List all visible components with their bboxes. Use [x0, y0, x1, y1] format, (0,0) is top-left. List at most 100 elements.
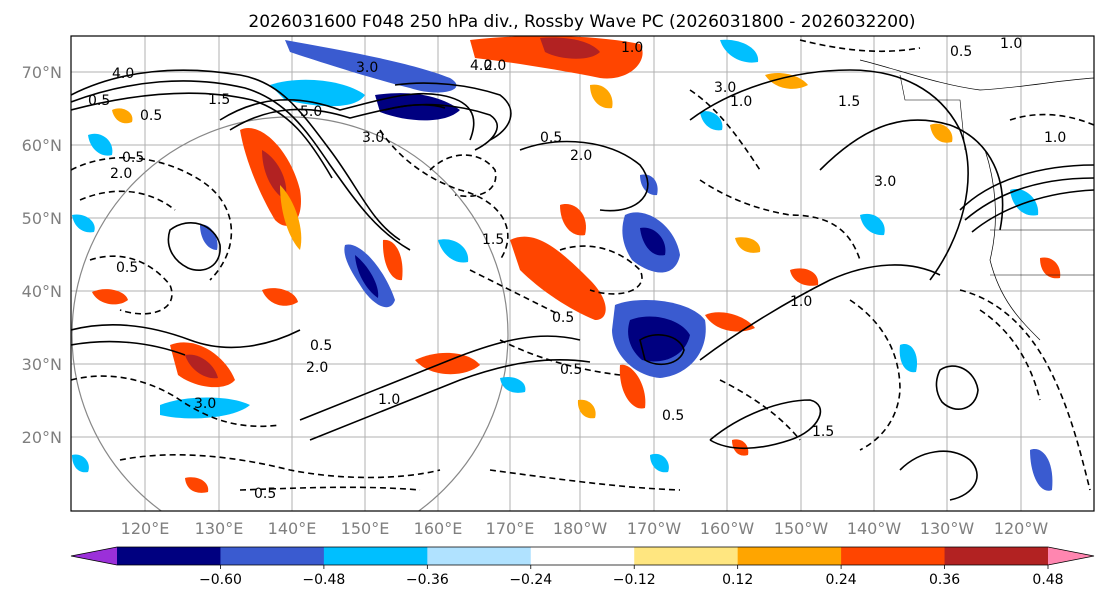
- colorbar-outline: [70, 546, 1095, 566]
- contour-label: 0.5: [140, 108, 162, 124]
- lon-label: 120°E: [121, 519, 170, 538]
- positive-patch: [590, 84, 613, 109]
- contour-label: 3.0: [194, 396, 216, 412]
- negative-patch: [285, 40, 457, 93]
- contour-label: 1.0: [730, 94, 752, 110]
- contour-label: 3.0: [874, 174, 896, 190]
- colorbar-label: 0.24: [826, 572, 857, 588]
- contour-label: 1.5: [208, 92, 230, 108]
- negative-patch: [1030, 449, 1053, 491]
- contour-label: 0.5: [88, 93, 110, 109]
- contour-label: 1.0: [1000, 36, 1022, 52]
- lon-label: 130°W: [920, 519, 975, 538]
- negative-patch: [700, 111, 723, 131]
- colorbar-label: −0.12: [613, 572, 656, 588]
- positive-patch: [262, 288, 298, 306]
- contour-line-negative: [489, 469, 681, 491]
- negative-patch: [88, 133, 113, 156]
- colorbar-extend-min: [71, 547, 117, 565]
- contour-line-negative: [469, 269, 561, 316]
- lon-label: 160°W: [700, 519, 755, 538]
- reference-circle: [71, 116, 509, 511]
- positive-patch: [185, 477, 209, 493]
- lon-axis: 120°E 130°E 140°E 150°E 160°E 170°E 180°…: [121, 519, 1049, 538]
- colorbar: −0.60 −0.48 −0.36 −0.24 −0.12 0.12 0.24 0.36 0.4…: [70, 546, 1095, 588]
- contour-line-negative: [71, 156, 233, 281]
- contour-line: [699, 264, 941, 361]
- contour-line: [819, 119, 1004, 231]
- contour-line: [959, 164, 1094, 211]
- contour-line: [964, 177, 1094, 221]
- contour-line-negative: [239, 486, 421, 491]
- positive-patch: [92, 289, 128, 305]
- contour-line: [384, 103, 498, 151]
- positive-patch: [765, 73, 808, 89]
- contour-line-negative: [699, 179, 861, 261]
- contour-label: 5.0: [300, 104, 322, 120]
- coastlines: [859, 59, 1094, 341]
- contour-labels: 4.0 1.0 0.5 3.0 1.5 5.0 2.0 0.5 1.0 3.0 …: [88, 36, 1066, 502]
- contour-line: [899, 450, 978, 501]
- negative-patch: [1010, 189, 1039, 216]
- contour-label: 0.5: [116, 260, 138, 276]
- positive-patch: [790, 268, 819, 286]
- contour-label: 0.5: [540, 130, 562, 146]
- negative-patch: [375, 93, 460, 121]
- colorbar-segment: [634, 547, 739, 565]
- negative-patch: [72, 214, 95, 233]
- lon-label: 130°E: [195, 519, 244, 538]
- contour-label: 4.0: [112, 66, 134, 82]
- contour-label: 1.5: [482, 232, 504, 248]
- contour-line-negative: [79, 190, 176, 211]
- colorbar-label: −0.60: [199, 572, 242, 588]
- contour-label: 0.5: [254, 486, 276, 502]
- positive-patch: [560, 204, 586, 236]
- positive-patch: [540, 37, 600, 59]
- negative-patch: [640, 174, 658, 196]
- colorbar-segment: [737, 547, 842, 565]
- contour-line-negative: [499, 339, 621, 376]
- positive-patch: [705, 312, 755, 332]
- contour-line: [689, 69, 969, 281]
- colorbar-segment: [220, 547, 325, 565]
- positive-patch: [185, 354, 218, 379]
- colorbar-segment: [944, 547, 1049, 565]
- lat-label: 30°N: [22, 355, 62, 374]
- divergence-shading: [72, 36, 1061, 493]
- lat-label: 50°N: [22, 209, 62, 228]
- negative-patch: [650, 453, 669, 473]
- contour-label: 1.5: [812, 424, 834, 440]
- contour-line-negative: [1009, 113, 1094, 126]
- contour-label: 3.0: [362, 130, 384, 146]
- colorbar-segment: [323, 547, 428, 565]
- negative-patch: [860, 213, 885, 236]
- positive-patch: [112, 108, 133, 124]
- lat-axis: 70°N 60°N 50°N 40°N 30°N 20°N: [22, 63, 62, 447]
- contour-line-negative: [71, 375, 281, 428]
- contour-label: 1.5: [838, 94, 860, 110]
- positive-patch: [619, 364, 646, 409]
- colorbar-label: −0.48: [302, 572, 345, 588]
- map-title: 2026031600 F048 250 hPa div., Rossby Wav…: [248, 12, 915, 32]
- contour-label: 0.5: [560, 362, 582, 378]
- pc-contours: [71, 39, 1094, 501]
- lon-label: 150°E: [341, 519, 390, 538]
- negative-patch: [899, 344, 918, 373]
- positive-patch: [1040, 257, 1061, 279]
- contour-line-negative: [959, 289, 1091, 491]
- contour-line: [71, 80, 411, 251]
- negative-patch: [72, 454, 89, 473]
- contour-label: 2.0: [110, 166, 132, 182]
- lon-label: 120°W: [994, 519, 1049, 538]
- positive-patch: [280, 185, 302, 250]
- map-panel: 4.0 1.0 0.5 3.0 1.5 5.0 2.0 0.5 1.0 3.0 …: [71, 36, 1094, 511]
- contour-label: 0.5: [122, 150, 144, 166]
- positive-patch: [470, 36, 643, 79]
- contour-label: 0.5: [552, 310, 574, 326]
- negative-patch: [160, 397, 250, 419]
- negative-patch: [200, 224, 218, 250]
- contour-label: 3.0: [356, 60, 378, 76]
- positive-patch: [930, 123, 953, 143]
- contour-line: [299, 335, 581, 421]
